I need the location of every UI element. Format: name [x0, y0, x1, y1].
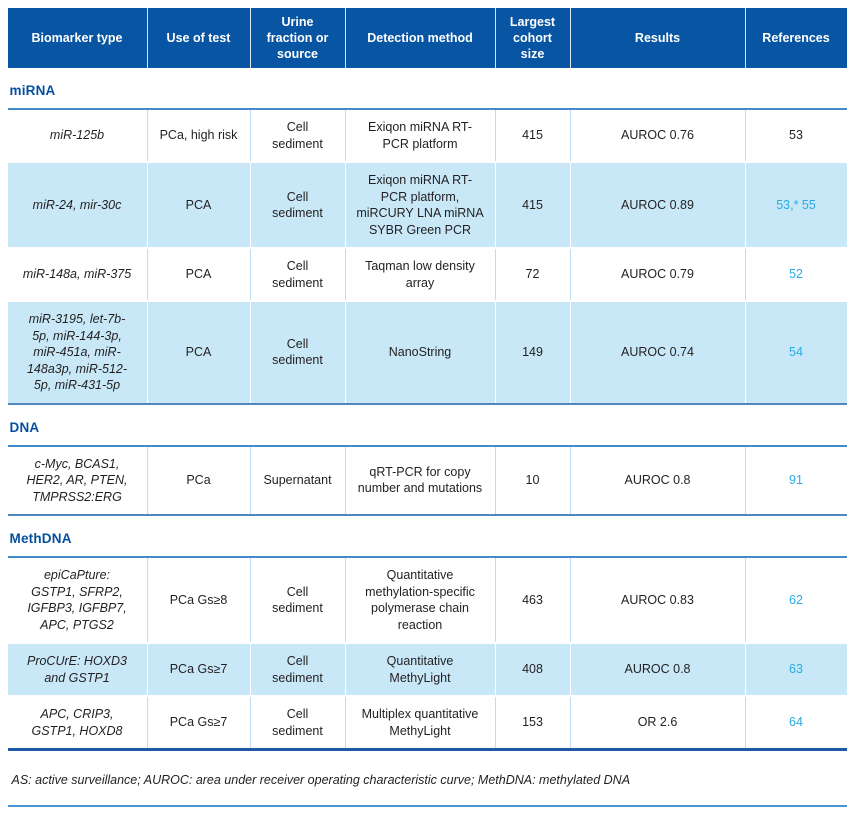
cell-references: 53,* 55 [744, 163, 847, 247]
cell-cohort-size: 408 [494, 644, 570, 695]
cell-use-of-test: PCA [146, 302, 250, 403]
table-row: miR-24, mir-30c PCA Cell sediment Exiqon mi… [7, 161, 847, 247]
column-header-0: Biomarker type [31, 30, 123, 45]
cell-results: OR 2.6 [569, 697, 745, 748]
cell-use-of-test: PCA [146, 163, 250, 247]
cell-detection-method: Exiqon miRNA RT-PCR platform [344, 110, 495, 161]
cell-cohort-size: 149 [494, 302, 570, 403]
cell-cohort-size: 415 [494, 163, 570, 247]
cell-detection-method: Multiplex quantitative MethyLight [344, 697, 495, 748]
cell-cohort-size: 463 [494, 558, 570, 642]
cell-urine-fraction: Cell sediment [249, 697, 345, 748]
cell-references: 53 [744, 110, 847, 161]
cell-results: AUROC 0.8 [569, 446, 745, 514]
cell-detection-method: NanoString [344, 302, 495, 403]
cell-urine-fraction: Cell sediment [249, 644, 345, 695]
column-header-2: Urine fraction or source [249, 8, 345, 68]
table-footnote: AS: active surveillance; AUROC: area und… [11, 773, 631, 787]
cell-use-of-test: PCa [146, 446, 250, 514]
cell-results: AUROC 0.79 [569, 249, 745, 300]
bottom-page-rule [7, 805, 847, 807]
table-header-row: Biomarker type Use of test Urine fraction … [7, 8, 847, 68]
cell-cohort-size: 153 [494, 697, 570, 748]
reference-link[interactable]: 64 [789, 715, 803, 730]
cell-biomarker: miR-24, mir-30c [32, 197, 122, 212]
cell-references: 54 [744, 302, 847, 403]
section-header-methdna: MethDNA [7, 516, 847, 558]
column-header-4: Largest cohort size [494, 8, 570, 68]
cell-biomarker: APC, CRIP3, GSTP1, HOXD8 [31, 707, 123, 738]
cell-urine-fraction: Cell sediment [249, 249, 345, 300]
section-header-dna: DNA [7, 405, 847, 447]
cell-biomarker: miR-125b [49, 128, 105, 143]
table-row: APC, CRIP3, GSTP1, HOXD8 PCa Gs≥7 Cell sed… [7, 695, 847, 748]
cell-detection-method: Quantitative methylation-specific polyme… [344, 558, 495, 642]
cell-references: 91 [744, 446, 847, 514]
cell-biomarker: miR-3195, let-7b-5p, miR-144-3p, miR-451… [26, 312, 128, 392]
cell-results: AUROC 0.8 [569, 644, 745, 695]
cell-biomarker: ProCUrE: HOXD3 and GSTP1 [26, 654, 128, 685]
column-header-1: Use of test [146, 8, 250, 68]
cell-references: 62 [744, 558, 847, 642]
column-header-5: Results [569, 8, 745, 68]
cell-biomarker: epiCaPture: GSTP1, SFRP2, IGFBP3, IGFBP7… [27, 568, 127, 632]
table-row: ProCUrE: HOXD3 and GSTP1 PCa Gs≥7 Cell sed… [7, 642, 847, 695]
reference-link[interactable]: 91 [789, 473, 803, 487]
table-row: miR-125b PCa, high risk Cell sediment Exiqo… [7, 110, 847, 161]
section-body-mirna: miR-125b PCa, high risk Cell sediment Exiqo… [7, 110, 847, 405]
cell-use-of-test: PCa, high risk [146, 110, 250, 161]
cell-references: 52 [744, 249, 847, 300]
table-sections: miRNA miR-125b PCa, high risk Cell sediment… [7, 68, 847, 748]
table-row: epiCaPture: GSTP1, SFRP2, IGFBP3, IGFBP7… [7, 558, 847, 642]
cell-biomarker: c-Myc, BCAS1, HER2, AR, PTEN, TMPRSS2:ER… [26, 456, 128, 504]
reference-link: 53 [789, 128, 803, 143]
cell-urine-fraction: Supernatant [249, 446, 345, 514]
cell-use-of-test: PCa Gs≥7 [146, 697, 250, 748]
cell-urine-fraction: Cell sediment [249, 110, 345, 161]
cell-urine-fraction: Cell sediment [249, 163, 345, 247]
section-body-methdna: epiCaPture: GSTP1, SFRP2, IGFBP3, IGFBP7… [7, 558, 847, 748]
cell-urine-fraction: Cell sediment [249, 558, 345, 642]
reference-link[interactable]: 62 [789, 592, 803, 607]
cell-results: AUROC 0.74 [569, 302, 745, 403]
biomarker-table-figure: Biomarker type Use of test Urine fraction … [7, 8, 847, 807]
cell-biomarker: miR-148a, miR-375 [22, 267, 132, 282]
column-header-6: References [744, 8, 847, 68]
reference-link[interactable]: 63 [789, 662, 803, 677]
cell-results: AUROC 0.76 [569, 110, 745, 161]
reference-link[interactable]: 52 [789, 267, 803, 282]
cell-use-of-test: PCa Gs≥8 [146, 558, 250, 642]
cell-detection-method: qRT-PCR for copy number and mutations [344, 446, 495, 514]
cell-use-of-test: PCa Gs≥7 [146, 644, 250, 695]
cell-cohort-size: 72 [494, 249, 570, 300]
cell-detection-method: Exiqon miRNA RT-PCR platform, miRCURY LN… [344, 163, 495, 247]
cell-results: AUROC 0.89 [569, 163, 745, 247]
column-header-3: Detection method [344, 8, 495, 68]
cell-detection-method: Quantitative MethyLight [344, 644, 495, 695]
cell-references: 64 [744, 697, 847, 748]
reference-link[interactable]: 54 [789, 345, 803, 359]
table-row: c-Myc, BCAS1, HER2, AR, PTEN, TMPRSS2:ER… [7, 446, 847, 514]
table-row: miR-148a, miR-375 PCA Cell sediment Taqman … [7, 247, 847, 300]
cell-urine-fraction: Cell sediment [249, 302, 345, 403]
table-row: miR-3195, let-7b-5p, miR-144-3p, miR-451… [7, 300, 847, 403]
cell-references: 63 [744, 644, 847, 695]
section-body-dna: c-Myc, BCAS1, HER2, AR, PTEN, TMPRSS2:ER… [7, 446, 847, 516]
reference-link[interactable]: 53,* 55 [776, 197, 816, 212]
cell-cohort-size: 10 [494, 446, 570, 514]
cell-use-of-test: PCA [146, 249, 250, 300]
section-header-mirna: miRNA [7, 68, 847, 110]
cell-results: AUROC 0.83 [569, 558, 745, 642]
cell-cohort-size: 415 [494, 110, 570, 161]
cell-detection-method: Taqman low density array [344, 249, 495, 300]
